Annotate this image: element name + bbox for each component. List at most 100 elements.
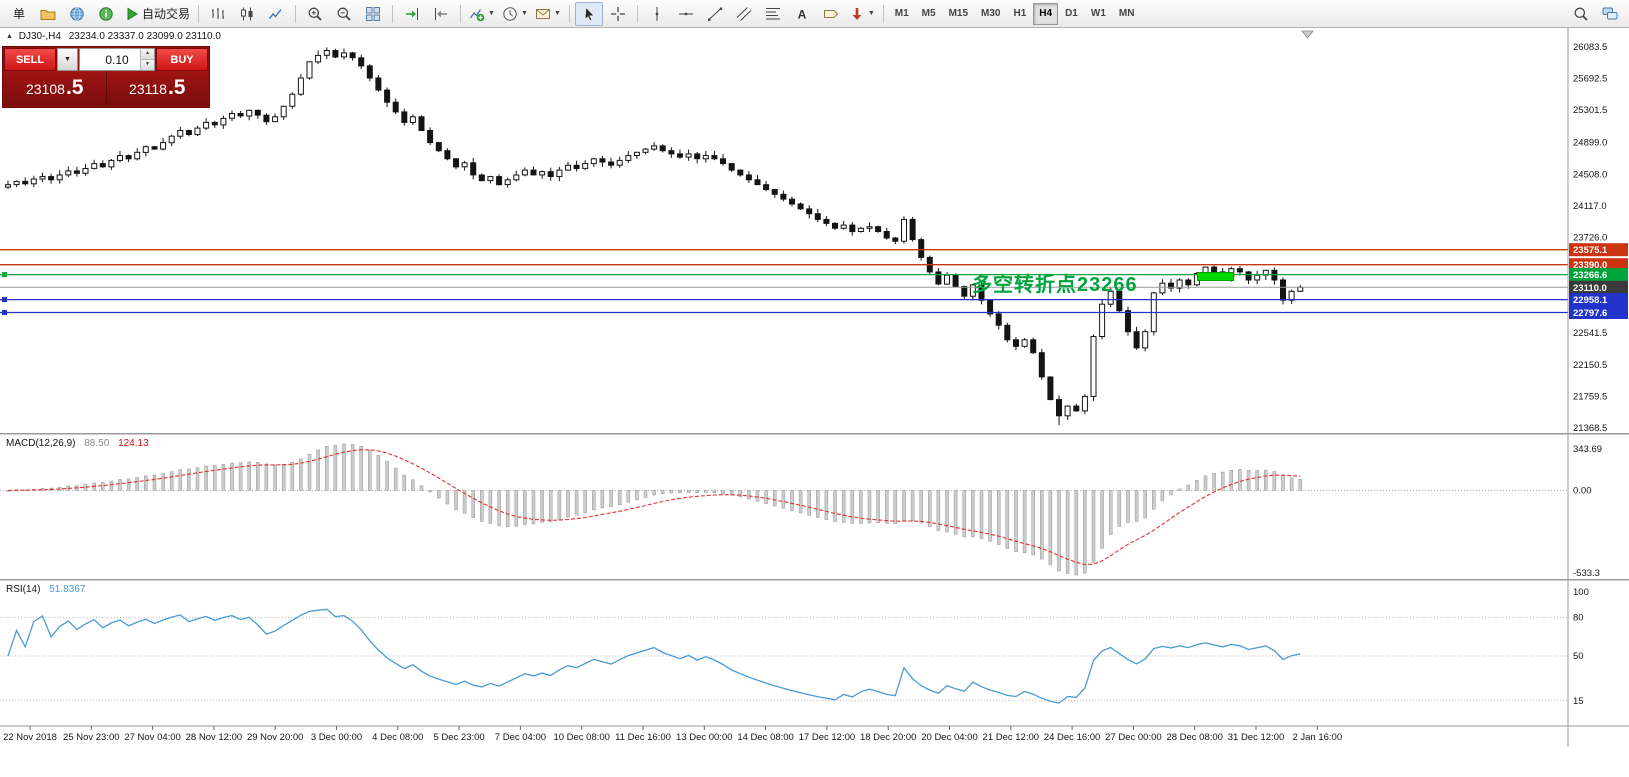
macd-label: MACD(12,26,9) 88.50 124.13 (6, 438, 149, 449)
timeframe-button-m5[interactable]: M5 (921, 8, 936, 19)
time-axis-label: 29 Nov 20:00 (247, 732, 304, 743)
sell-button[interactable]: SELL (4, 48, 56, 71)
macd-signal-line (7, 449, 1301, 566)
volume-dropdown-button[interactable]: ▼ (57, 48, 78, 71)
horizontal-line-icon-button[interactable] (672, 2, 700, 26)
pane-divider[interactable] (0, 579, 1629, 581)
price-axis-tick: 24899.0 (1573, 138, 1607, 149)
auto-scroll-icon-button[interactable] (398, 2, 426, 26)
price-axis-tick: 24508.0 (1573, 169, 1607, 180)
trade-panel-prices: 23108.5 23118.5 (4, 71, 208, 106)
crosshair-icon-button[interactable] (604, 2, 632, 26)
vertical-line-icon-button[interactable] (643, 2, 671, 26)
search-icon-button[interactable] (1567, 2, 1595, 26)
volume-up-icon[interactable]: ▲ (141, 49, 154, 59)
profiles-icon-button[interactable] (34, 2, 62, 26)
channel-icon (736, 6, 752, 21)
equidistant-channel-icon-button[interactable] (730, 2, 758, 26)
data-window-icon-button[interactable] (92, 2, 120, 26)
line-handle[interactable] (2, 272, 7, 278)
text-label-icon-button[interactable] (817, 2, 845, 26)
time-axis-label: 13 Dec 00:00 (676, 732, 733, 743)
time-axis-label: 31 Dec 12:00 (1228, 732, 1285, 743)
chevron-down-icon: ▼ (867, 10, 875, 17)
timeframe-button-h4[interactable]: H4 (1033, 2, 1059, 25)
macd-axis-label: 343.69 (1573, 444, 1602, 455)
time-axis-label: 3 Dec 00:00 (311, 732, 362, 743)
arrows-icon-button[interactable]: ▼ (846, 2, 878, 26)
toolbar-separator (392, 4, 394, 23)
volume-field[interactable]: 0.10 ▲ ▼ (79, 48, 155, 71)
linechart-icon (268, 8, 282, 19)
templates-icon-button[interactable]: ▼ (532, 2, 564, 26)
price-axis[interactable]: 26083.5 25692.5 25301.5 24899.0 24508.0 24117… (1567, 28, 1628, 747)
bar-chart-icon-button[interactable] (204, 2, 232, 26)
new-order-button-label: 单 (12, 7, 25, 21)
bars-icon (212, 7, 225, 19)
price-axis-tick: 22541.5 (1573, 328, 1607, 339)
chevron-down-icon: ▼ (520, 10, 528, 17)
line-handle[interactable] (2, 297, 7, 303)
toolbar-separator (198, 4, 200, 23)
timeframe-button-h1[interactable]: H1 (1013, 8, 1027, 19)
time-axis-label: 5 Dec 23:00 (433, 732, 484, 743)
search-icon (1574, 7, 1588, 21)
volume-stepper[interactable]: ▲ ▼ (140, 49, 154, 70)
buy-price-pips: .5 (167, 76, 186, 99)
buy-price[interactable]: 23118.5 (107, 71, 209, 106)
line-chart-icon-button[interactable] (262, 2, 290, 26)
timeframe-button-m30[interactable]: M30 (981, 8, 1001, 19)
highlight-rectangle[interactable] (1197, 272, 1234, 281)
autotrading-button[interactable]: 自动交易 (121, 2, 193, 26)
price-tag-text: 22958.1 (1573, 295, 1608, 306)
zoom-out-icon-button[interactable] (330, 2, 358, 26)
sell-price[interactable]: 23108.5 (4, 71, 107, 106)
new-order-button[interactable]: 单 (5, 2, 33, 26)
time-axis-label: 18 Dec 20:00 (860, 732, 917, 743)
globe-icon (70, 6, 84, 21)
time-axis-label: 10 Dec 08:00 (553, 732, 610, 743)
indicators-icon-button[interactable]: ▼ (466, 2, 498, 26)
chat-icon (1602, 7, 1618, 19)
volume-down-icon[interactable]: ▼ (141, 59, 154, 70)
fibonacci-icon-button[interactable] (759, 2, 787, 26)
macd-axis-label: -533.3 (1573, 568, 1600, 579)
autoscroll-icon (406, 7, 419, 20)
timeframe-button-m1[interactable]: M1 (894, 8, 909, 19)
rsi-value: 51.8367 (49, 584, 86, 595)
time-axis-label: 27 Dec 00:00 (1105, 732, 1162, 743)
pane-divider[interactable] (0, 433, 1629, 435)
chart-shift-icon-button[interactable] (427, 2, 455, 26)
timeframe-button-w1[interactable]: W1 (1090, 8, 1106, 19)
clock-icon (503, 6, 517, 21)
time-axis-label: 24 Dec 16:00 (1044, 732, 1101, 743)
navigator-icon-button[interactable] (63, 2, 91, 26)
time-axis-label: 28 Nov 12:00 (186, 732, 243, 743)
zoom-in-icon-button[interactable] (301, 2, 329, 26)
time-axis-label: 7 Dec 04:00 (495, 732, 546, 743)
community-icon-button[interactable] (1596, 2, 1624, 26)
chart-annotation-text[interactable]: 多空转折点23266 (972, 274, 1138, 296)
tile-windows-icon-button[interactable] (359, 2, 387, 26)
buy-button[interactable]: BUY (156, 48, 208, 71)
price-tag (1569, 243, 1628, 257)
text-icon-button[interactable]: A (788, 2, 816, 26)
cursor-icon-button[interactable] (574, 1, 603, 26)
price-tag-text: 23266.6 (1573, 270, 1607, 281)
timeframe-button-m15[interactable]: M15 (948, 8, 969, 19)
periods-icon-button[interactable]: ▼ (499, 2, 531, 26)
scroll-marker-icon[interactable] (1301, 30, 1314, 39)
time-axis[interactable]: 22 Nov 2018 25 Nov 23:00 27 Nov 04:00 28 No… (0, 725, 1629, 743)
mail-icon (535, 8, 550, 19)
trade-panel-collapse-icon[interactable]: ▲ (6, 33, 13, 40)
time-axis-label: 22 Nov 2018 (3, 732, 57, 743)
trendline-icon-button[interactable] (701, 2, 729, 26)
price-tag (1569, 258, 1628, 272)
timeframe-button-mn[interactable]: MN (1118, 8, 1135, 19)
candlestick-chart-icon-button[interactable] (233, 2, 261, 26)
line-handle[interactable] (2, 310, 7, 315)
symbol-ohlc-label: ▲ DJ30-,H4 23234.0 23337.0 23099.0 23110… (6, 31, 221, 42)
sell-price-pips: .5 (65, 76, 84, 99)
timeframe-button-d1[interactable]: D1 (1065, 8, 1078, 19)
